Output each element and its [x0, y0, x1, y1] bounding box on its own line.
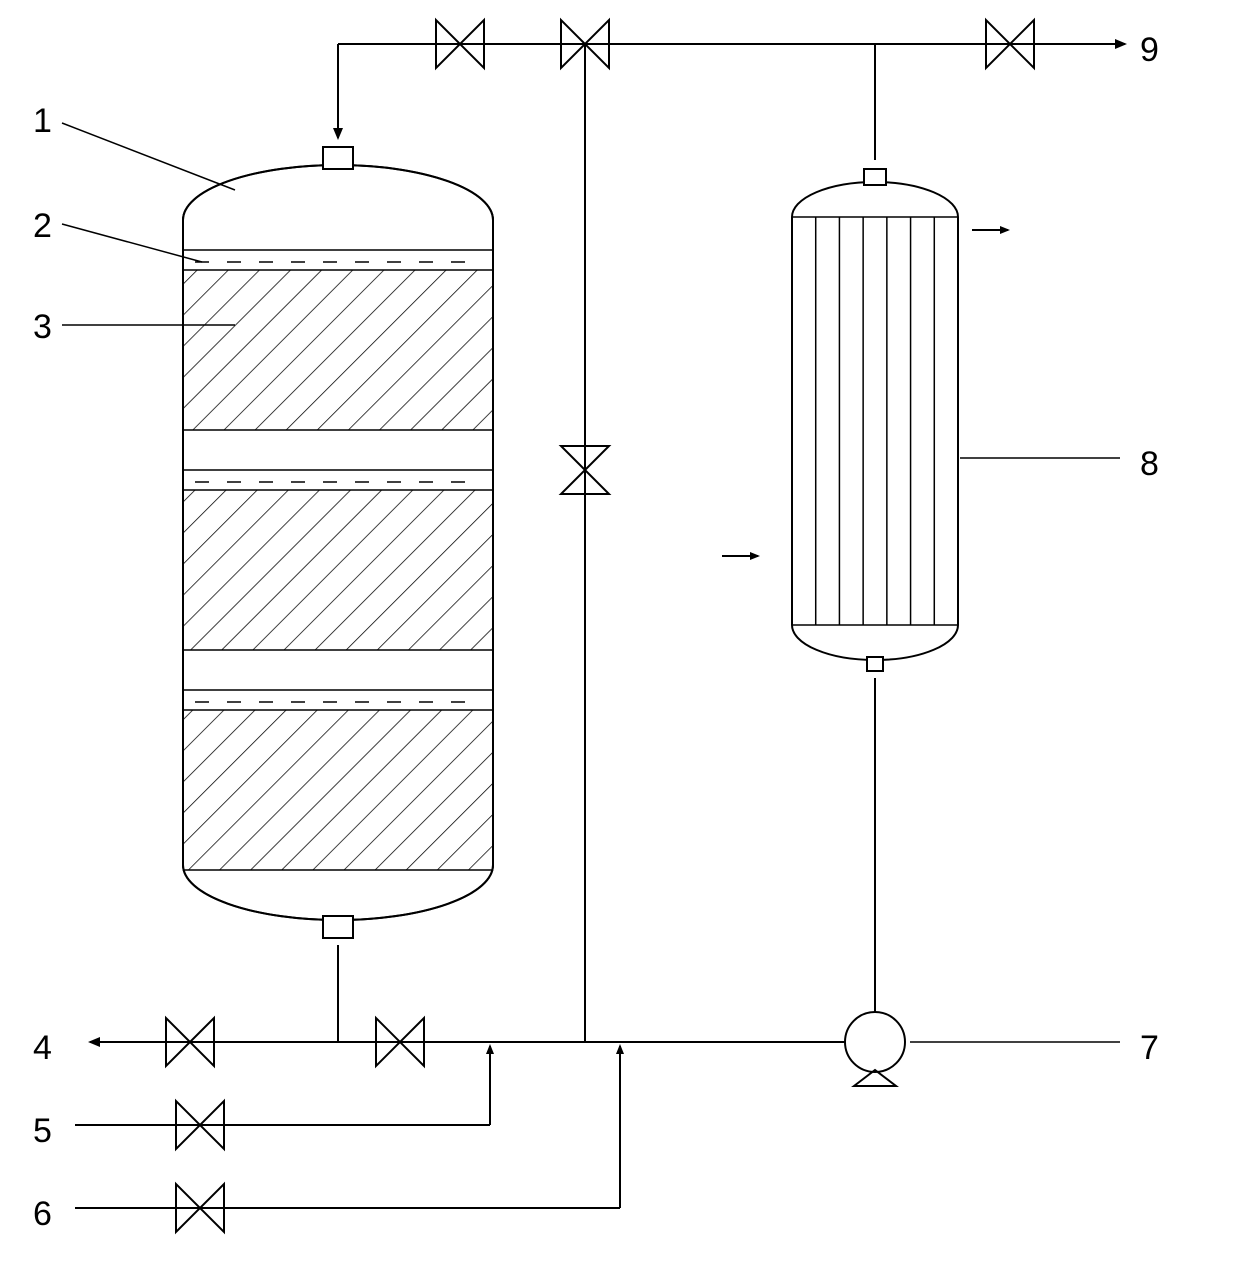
label-5: 5	[33, 1112, 52, 1150]
leader-2	[62, 224, 202, 262]
leader-1	[62, 123, 235, 190]
label-9: 9	[1140, 31, 1159, 69]
label-6: 6	[33, 1195, 52, 1233]
label-1: 1	[33, 102, 52, 140]
label-8: 8	[1140, 445, 1159, 483]
label-7: 7	[1140, 1029, 1159, 1067]
exchanger-shell	[792, 182, 958, 660]
label-3: 3	[33, 308, 52, 346]
pump	[845, 1012, 905, 1072]
label-4: 4	[33, 1029, 52, 1067]
label-2: 2	[33, 207, 52, 245]
